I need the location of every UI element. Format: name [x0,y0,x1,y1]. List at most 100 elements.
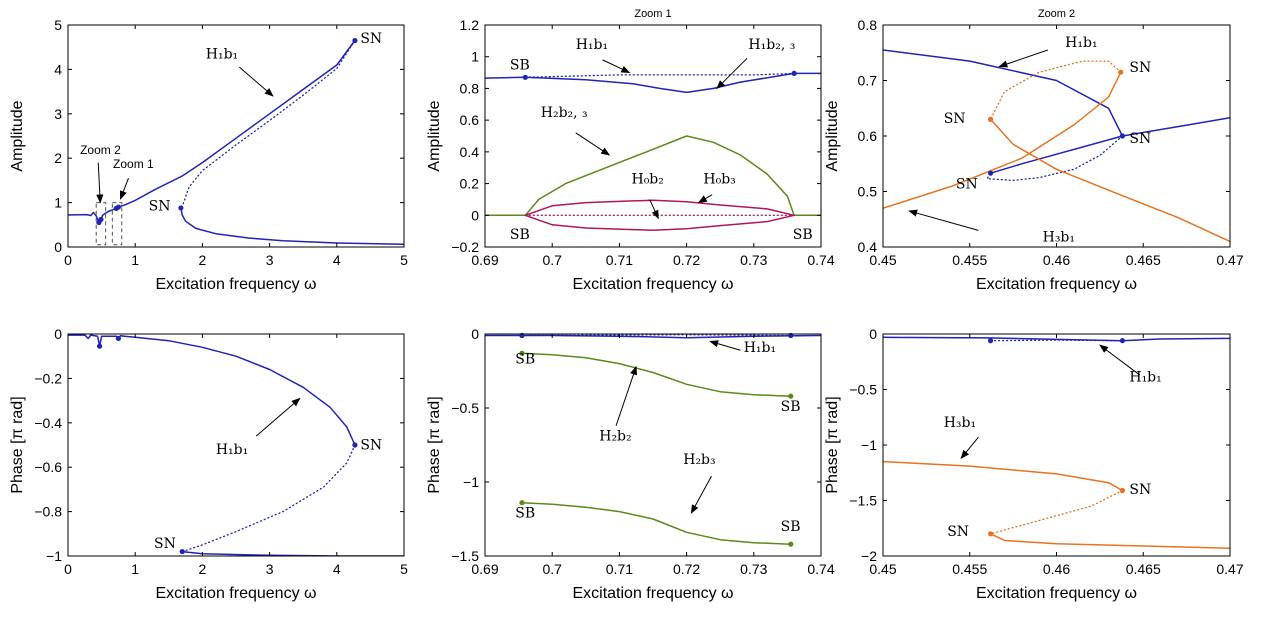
annotation-arrow [255,397,301,437]
x-tick-label: 1 [131,561,139,577]
bifurcation-point [1119,133,1126,139]
zoom-2-box [95,202,107,246]
x-tick-label: 1 [131,252,139,268]
bifurcation-point [1118,69,1124,75]
annotation-label: SN [956,177,978,193]
annotation-label: H₂b₃ [683,452,715,468]
annotation-label: SB [515,506,535,522]
x-tick-label: 0.455 [952,561,987,577]
series-line-orange-dotted [989,489,1124,535]
x-tick-label: 0.465 [1126,561,1161,577]
y-tick-label: 2 [54,150,62,166]
y-tick-label: 0.4 [460,144,480,160]
x-axis-label: Excitation frequency ω [155,276,316,293]
y-tick-label: 0 [869,326,877,342]
annotation-arrow [119,177,129,200]
bifurcation-point [1119,338,1126,344]
x-tick-label: 0.7 [542,561,562,577]
annotation-label: H₃b₁ [944,415,976,431]
bifurcation-point [179,548,185,555]
x-tick-label: 0.73 [740,561,767,577]
x-tick-label: 0.45 [869,252,896,268]
x-tick-label: 0.47 [1216,252,1243,268]
series-line-blue-solid [180,207,404,246]
y-axis-label: Amplitude [426,100,443,171]
bifurcation-point [352,442,358,448]
series-line-green-solid [485,135,821,217]
chart-panel-1: 0 1 2 3 4 5 0 1 2 3 4 5 Excitation frequency ω Amplit… [9,17,408,293]
bifurcation-point [788,393,794,399]
y-tick-label: 1.2 [460,17,480,33]
bifurcation-point [987,170,994,176]
annotation-label: H₁b₁ [576,37,608,53]
y-tick-label: 0.5 [858,184,878,200]
bifurcation-point [788,541,794,547]
series-line-blue-dotted [524,72,795,78]
y-tick-label: −0.4 [34,415,62,431]
series-line-blue-dotted [989,339,1124,342]
y-tick-label: −1 [861,437,877,453]
y-tick-label: 0 [471,207,479,223]
series-line-blue-solid [883,49,1124,137]
annotation-label: Zoom 1 [113,157,154,171]
x-tick-label: 0.69 [471,252,498,268]
y-tick-label: 1 [471,49,479,65]
axes-frame [67,24,405,248]
annotation-arrow [998,49,1048,68]
y-tick-label: 0 [471,326,479,342]
x-tick-label: 0.73 [740,252,767,268]
series-line-blue-solid [68,39,356,224]
x-tick-label: 0.46 [1043,561,1070,577]
annotation-label: H₁b₁ [216,442,248,458]
x-tick-label: 5 [400,252,408,268]
x-tick-label: 2 [199,561,207,577]
y-axis-label: Amplitude [9,100,26,171]
chart-panel-5: 0.69 0.7 0.71 0.72 0.73 0.74 −1.5 −1 −0.5 0 Excita… [426,326,835,602]
y-tick-label: 0.7 [858,73,878,89]
annotation-label: SN [944,111,966,127]
series-line-green-solid [521,352,792,397]
axes-frame [484,333,822,557]
bifurcation-point [987,338,994,344]
annotation-label: H₀b₂ [631,172,663,188]
annotation-label: SB [515,352,535,368]
annotation-arrow [908,209,979,231]
bifurcation-point [522,74,528,80]
chart-panel-4: 0 1 2 3 4 5 −1 −0.8 −0.6 −0.4 −0.2 0 Excitation freq… [9,326,408,602]
y-tick-label: −1 [463,474,479,490]
annotation-label: SN [947,524,969,540]
series-line-green-solid [521,501,792,545]
annotation-arrow [1099,344,1141,376]
y-tick-label: −0.8 [34,504,62,520]
annotation-label: SN [1129,60,1151,76]
bifurcation-point [791,70,797,76]
y-tick-label: 5 [54,17,62,33]
x-axis-label: Excitation frequency ω [155,585,316,602]
bifurcation-point [98,216,104,223]
annotation-arrow [709,340,741,351]
chart-panel-2: 0.69 0.7 0.71 0.72 0.73 0.74 −0.2 0 0.2 0.4 0.6 0.8… [426,8,835,293]
y-tick-label: −0.2 [34,370,62,386]
x-tick-label: 0.74 [807,252,834,268]
x-tick-label: 5 [400,561,408,577]
x-tick-label: 2 [199,252,207,268]
axes-frame [67,333,405,557]
y-axis-label: Amplitude [824,100,841,171]
x-axis-label: Excitation frequency ω [572,585,733,602]
x-tick-label: 3 [266,561,274,577]
y-tick-label: −1.5 [849,493,877,509]
annotation-label: H₁b₁ [744,340,776,356]
annotation-label: H₁b₂, ₃ [748,37,795,53]
bifurcation-point [987,531,994,537]
series-line-magenta-solid [524,199,795,217]
y-tick-label: 0.6 [460,112,480,128]
x-tick-label: 0.45 [869,561,896,577]
x-tick-label: 4 [333,252,341,268]
bifurcation-point [352,37,358,44]
x-tick-label: 0.72 [673,561,700,577]
y-tick-label: −0.6 [34,459,62,475]
annotation-label: SN [360,437,382,453]
annotation-label: H₀b₃ [703,172,735,188]
annotation-label: H₁b₁ [1129,370,1161,386]
x-tick-label: 4 [333,561,341,577]
